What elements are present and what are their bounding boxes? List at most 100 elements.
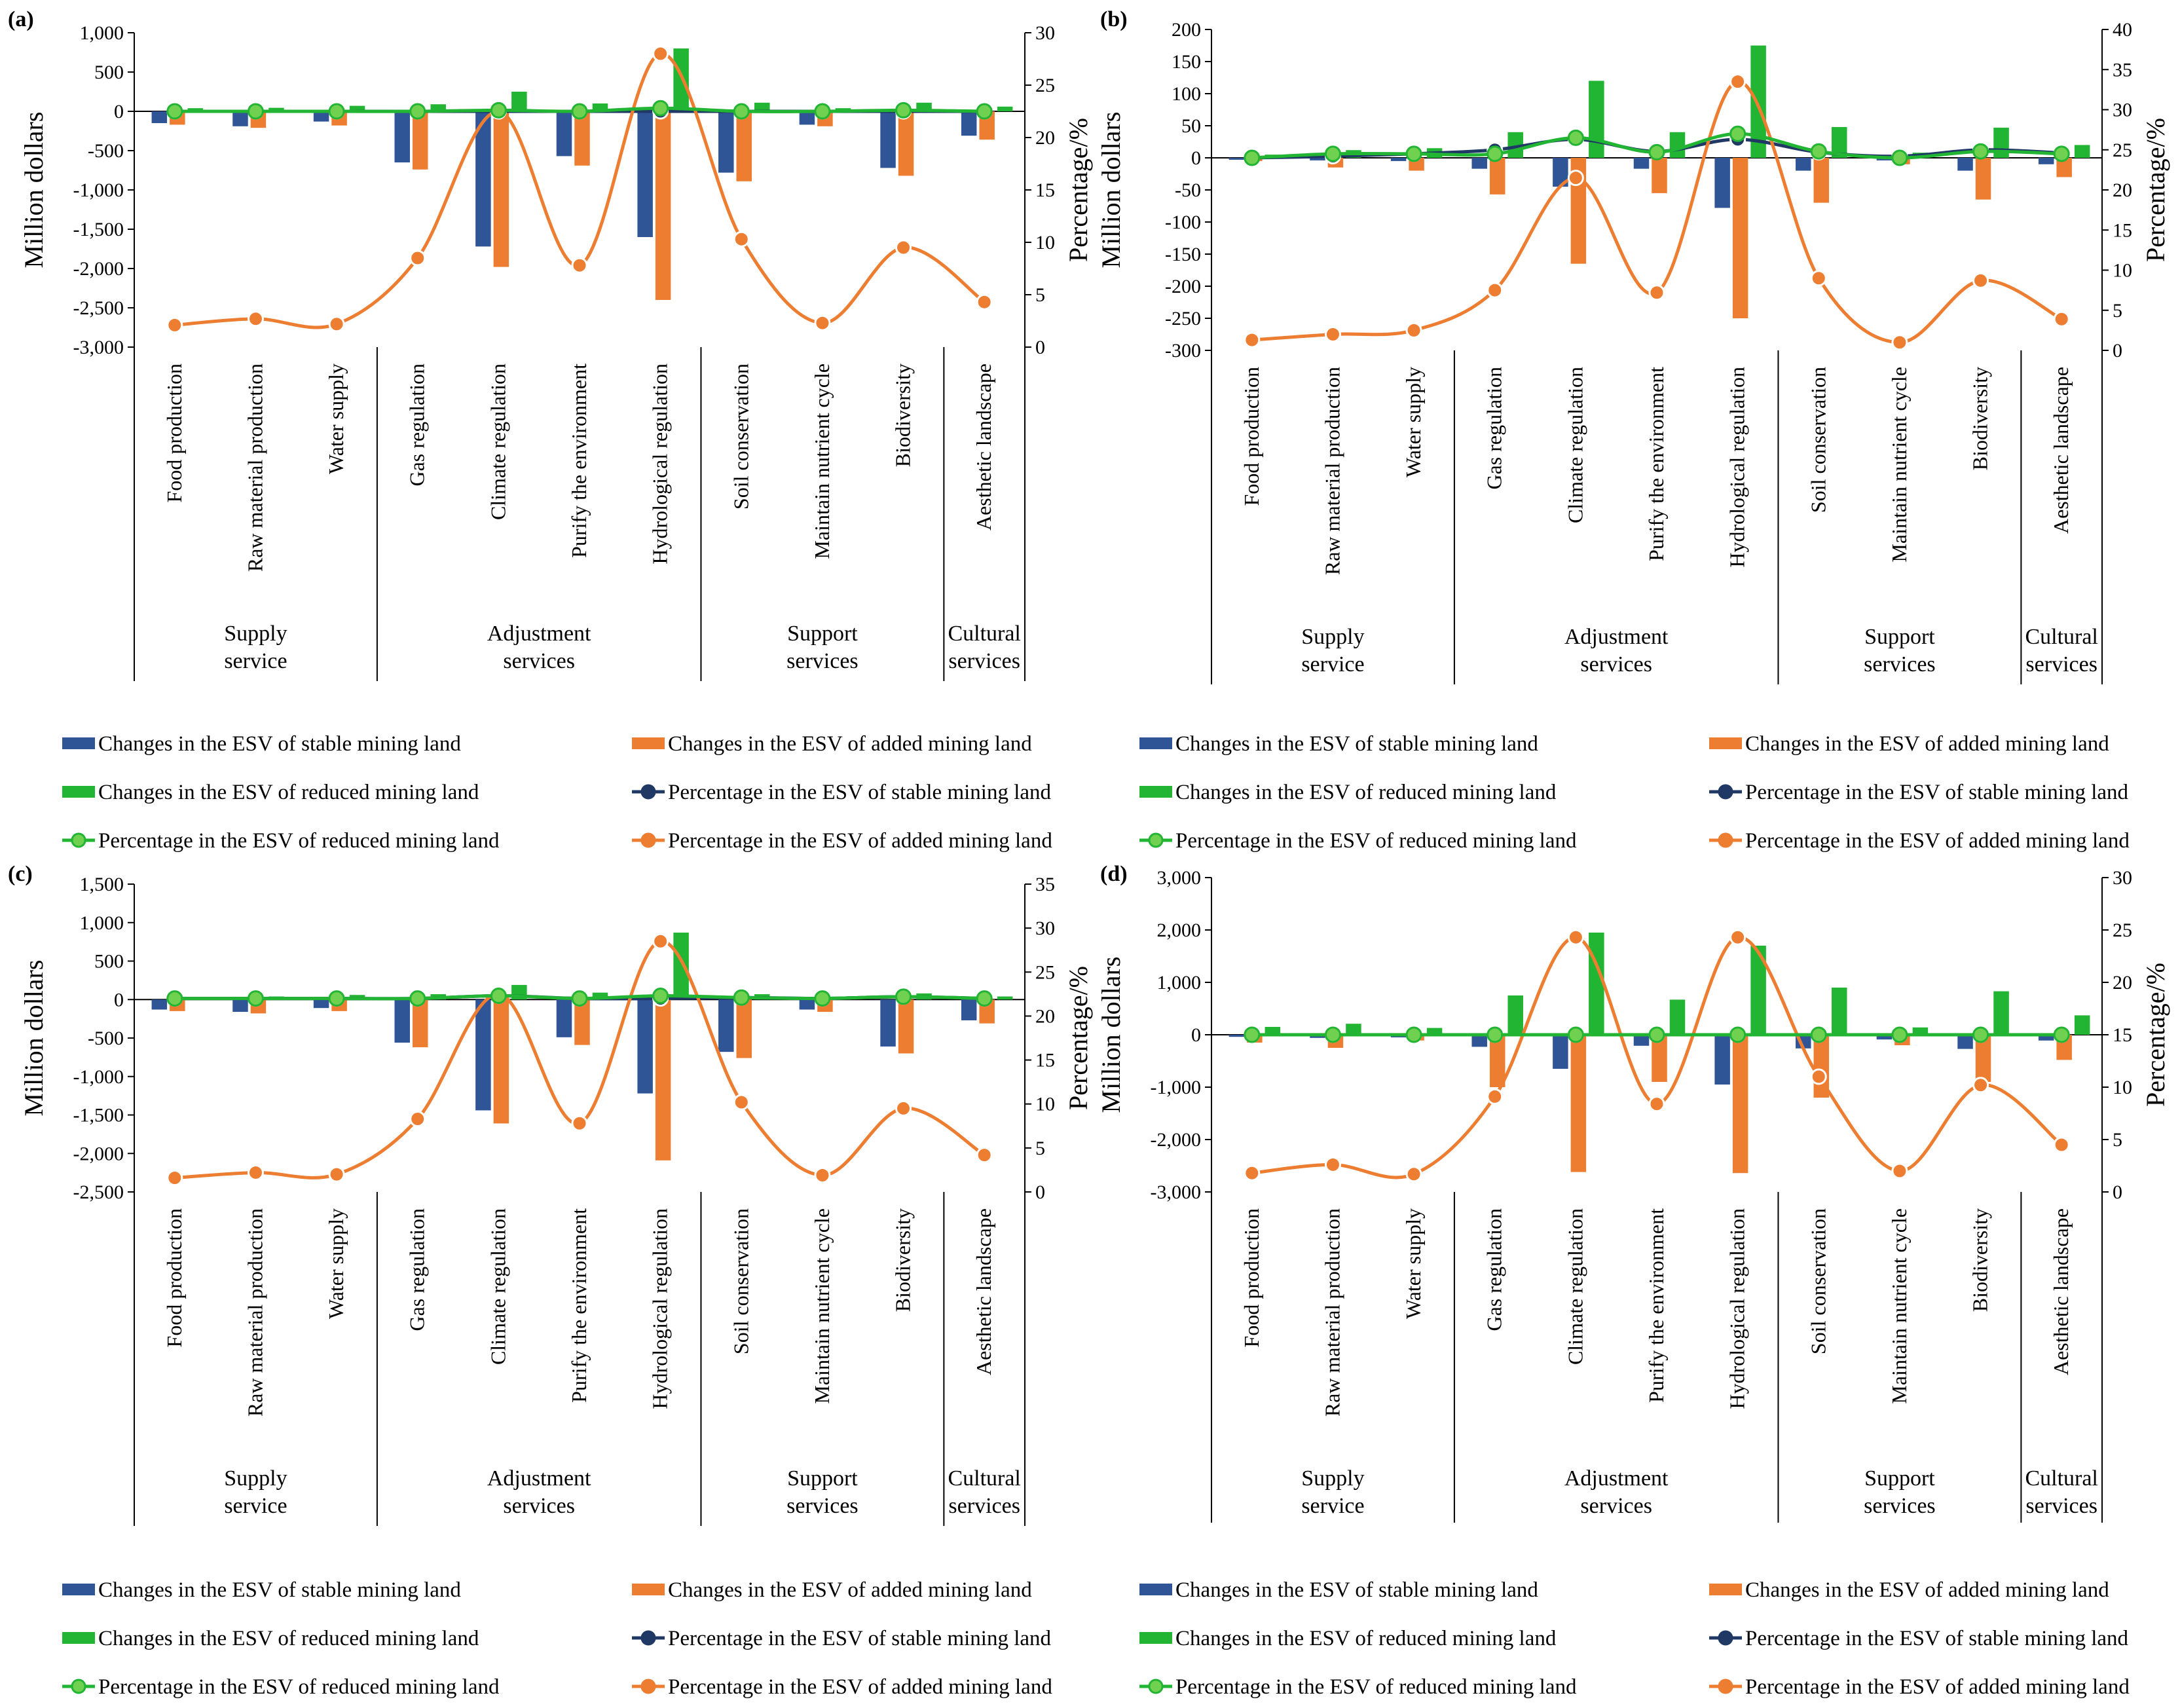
bar-stable <box>1796 158 1811 171</box>
added-pct-point <box>976 293 993 310</box>
category-label: Purify the environment <box>567 1208 591 1403</box>
legend-label: Changes in the ESV of reduced mining lan… <box>1175 781 1557 804</box>
y-tick-label: 1,000 <box>80 912 124 934</box>
bar-reduced <box>1993 127 2009 158</box>
added-pct-point <box>1648 284 1665 301</box>
legend-label: Percentage in the ESV of reduced mining … <box>1175 1675 1577 1699</box>
added-pct-point <box>1244 331 1261 348</box>
y-tick-label: -250 <box>1165 308 1201 329</box>
category-label: Biodiversity <box>1968 1208 1992 1312</box>
y-tick-label: -3,000 <box>73 337 124 358</box>
reduced-pct-point <box>409 990 426 1007</box>
group-label: Support <box>1864 625 1935 649</box>
category-label: Raw material production <box>1320 1208 1344 1417</box>
bar-reduced <box>1589 933 1604 1035</box>
y-tick-label: -150 <box>1165 244 1201 265</box>
y-tick-label: 1,000 <box>80 22 124 44</box>
added-pct-point <box>1891 1162 1908 1179</box>
reduced-pct-point <box>1487 145 1504 162</box>
bar-added <box>412 111 428 170</box>
group-label: services <box>1864 652 1936 677</box>
added-pct-point <box>2053 310 2070 327</box>
reduced-pct-point <box>328 103 345 120</box>
y2-tick-label: 25 <box>1035 75 1055 96</box>
reduced-pct-point <box>2053 145 2070 162</box>
bar-stable <box>313 111 329 122</box>
category-label: Aesthetic landscape <box>972 1208 995 1375</box>
bar-stable <box>718 999 734 1052</box>
added-pct-point <box>652 933 669 950</box>
added-pct-point <box>1487 282 1504 299</box>
group-label: services <box>786 649 859 673</box>
y2-tick-label: 30 <box>2113 867 2132 889</box>
bar-reduced <box>1832 988 1847 1035</box>
bar-stable <box>1714 1035 1730 1085</box>
group-label: services <box>1580 652 1652 677</box>
reduced-pct-point <box>490 988 507 1005</box>
legend-swatch <box>1139 737 1172 749</box>
y-tick-label: 0 <box>1191 1024 1201 1046</box>
legend-label: Percentage in the ESV of added mining la… <box>1745 1675 2130 1699</box>
reduced-pct-point <box>247 990 264 1007</box>
legend-marker <box>640 784 656 800</box>
bar-reduced <box>673 933 689 1000</box>
group-label: services <box>786 1494 859 1518</box>
y2-axis-title: Percentage/% <box>2141 118 2170 262</box>
y2-tick-label: 30 <box>1035 918 1055 939</box>
group-label: Adjustment <box>1564 625 1669 649</box>
category-label: Food production <box>162 1208 186 1347</box>
y-tick-label: 3,000 <box>1157 867 1202 889</box>
reduced-pct-point <box>166 990 183 1007</box>
bar-added <box>1732 1035 1748 1174</box>
added-pct-point <box>2053 1136 2070 1153</box>
bar-stable <box>1390 158 1407 161</box>
group-label: services <box>503 1494 575 1518</box>
bar-added <box>1570 1035 1587 1172</box>
group-label: services <box>1580 1494 1652 1518</box>
group-label: Support <box>787 622 858 646</box>
legend-swatch <box>62 1584 95 1595</box>
legend-label: Changes in the ESV of reduced mining lan… <box>98 781 479 804</box>
reduced-pct-point <box>409 103 426 120</box>
y2-tick-label: 10 <box>2113 260 2132 282</box>
category-label: Water supply <box>324 363 348 474</box>
bar-stable <box>1633 158 1650 169</box>
y2-tick-label: 10 <box>1035 1094 1055 1115</box>
y2-tick-label: 20 <box>1035 1005 1055 1027</box>
added-pct-line <box>174 52 986 329</box>
bar-stable <box>2038 158 2054 164</box>
bar-reduced <box>2074 1015 2090 1035</box>
bar-added <box>655 999 671 1160</box>
legend-label: Changes in the ESV of added mining land <box>668 732 1032 756</box>
bar-stable <box>1633 1035 1650 1046</box>
y2-axis-title: Percentage/% <box>2141 963 2170 1107</box>
added-pct-point <box>1567 170 1584 187</box>
y-tick-label: -500 <box>88 1028 124 1049</box>
bar-added <box>2056 158 2072 177</box>
added-pct-point <box>1810 1068 1827 1085</box>
bar-added <box>1652 158 1667 193</box>
reduced-pct-point <box>895 102 912 119</box>
y2-tick-label: 0 <box>1035 1181 1045 1203</box>
y2-tick-label: 15 <box>1035 1050 1055 1071</box>
category-label: Biodiversity <box>1968 367 1992 470</box>
bar-reduced <box>673 48 689 111</box>
legend-swatch <box>62 737 95 749</box>
bar-reduced <box>1426 1028 1443 1035</box>
group-label: Cultural <box>948 1466 1020 1491</box>
bar-reduced <box>1912 1027 1929 1035</box>
added-pct-point <box>1324 326 1341 343</box>
y-tick-label: 50 <box>1181 115 1201 137</box>
y2-tick-label: 30 <box>1035 22 1055 44</box>
added-pct-point <box>1972 272 1989 289</box>
group-label: Supply <box>224 1466 287 1491</box>
added-pct-point <box>571 257 588 274</box>
y-tick-label: 150 <box>1172 51 1201 73</box>
bar-stable <box>151 111 168 123</box>
category-label: Climate regulation <box>486 1208 509 1365</box>
reduced-pct-point <box>571 990 588 1007</box>
y-tick-label: -1,000 <box>73 1066 124 1088</box>
y-tick-label: -1,000 <box>73 179 124 201</box>
bar-stable <box>556 999 572 1037</box>
category-label: Soil conservation <box>729 1208 752 1354</box>
